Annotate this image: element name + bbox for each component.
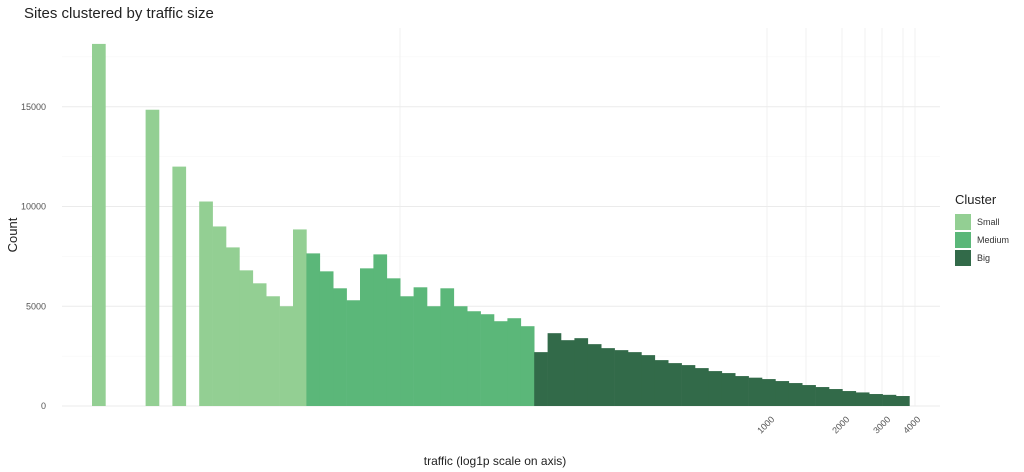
bar-medium: [373, 254, 388, 406]
y-tick-label: 15000: [21, 102, 46, 112]
chart-title: Sites clustered by traffic size: [24, 5, 214, 22]
x-tick-label: 3000: [871, 414, 892, 435]
bars: [92, 43, 910, 407]
bar-big: [587, 344, 602, 406]
bar-big: [842, 391, 857, 406]
legend-title: Cluster: [955, 192, 997, 207]
x-axis-ticks: 1000 2000 3000 4000: [755, 414, 922, 435]
bar-big: [641, 355, 656, 406]
bar-medium: [494, 321, 508, 406]
bar-medium: [440, 288, 455, 406]
bar-medium: [400, 296, 414, 406]
bar-big: [748, 377, 763, 406]
bar-small: [199, 201, 213, 406]
bar-medium: [306, 253, 321, 406]
bar-small: [252, 283, 267, 406]
bar-big: [681, 365, 696, 406]
y-axis-label: Count: [5, 217, 20, 252]
bar-big: [574, 338, 589, 406]
bar-big: [882, 394, 897, 406]
bar-small: [239, 270, 254, 406]
legend-label-big: Big: [977, 252, 991, 263]
legend-key-big: [955, 249, 971, 266]
bar-small: [293, 229, 307, 406]
bar-medium: [427, 306, 441, 406]
legend-label-small: Small: [977, 216, 1000, 227]
bar-big: [855, 392, 870, 406]
bar-big: [788, 383, 803, 406]
bar-small: [266, 296, 280, 406]
bar-big: [601, 348, 615, 406]
bar-big: [547, 333, 562, 406]
bar-big: [829, 389, 843, 406]
bar-big: [695, 368, 709, 406]
y-tick-label: 5000: [26, 301, 46, 311]
bar-small: [212, 226, 227, 406]
bar-big: [735, 376, 749, 406]
legend-item-medium: Medium: [955, 231, 1009, 248]
bar-medium: [507, 318, 522, 406]
legend-item-big: Big: [955, 249, 1009, 266]
legend-label-medium: Medium: [977, 234, 1010, 245]
bar-big: [721, 373, 736, 406]
bar-small: [226, 247, 240, 406]
bar-big: [869, 394, 883, 406]
y-tick-label: 10000: [21, 202, 46, 212]
bar-medium: [360, 268, 374, 406]
bar-big: [628, 352, 642, 406]
legend-item-small: Small: [955, 213, 1009, 230]
bar-small: [145, 109, 160, 407]
x-tick-label: 4000: [901, 414, 922, 435]
bar-small: [279, 306, 294, 406]
bar-medium: [467, 311, 481, 406]
legend-key-medium: [955, 231, 971, 248]
bar-small: [172, 166, 187, 406]
x-axis-label: traffic (log1p scale on axis): [424, 454, 567, 468]
bar-medium: [386, 278, 401, 406]
bar-big: [561, 340, 575, 406]
bar-big: [802, 385, 816, 406]
y-axis-ticks: 0 5000 10000 15000: [21, 102, 46, 411]
bar-big: [708, 371, 723, 406]
bar-medium: [453, 306, 468, 406]
bar-big: [668, 363, 682, 406]
bar-big: [896, 396, 910, 406]
bar-medium: [333, 288, 347, 406]
grid: [62, 28, 940, 407]
bar-medium: [520, 326, 535, 406]
bar-medium: [413, 287, 428, 406]
bar-medium: [480, 314, 495, 406]
x-tick-label: 1000: [755, 414, 776, 435]
legend: Cluster Small Medium Big: [955, 192, 1009, 267]
bar-medium: [346, 300, 361, 406]
y-tick-label: 0: [41, 401, 46, 411]
legend-key-small: [955, 213, 971, 230]
bar-small: [92, 43, 106, 406]
bar-big: [614, 350, 629, 406]
bar-big: [654, 360, 669, 406]
bar-big: [815, 387, 830, 406]
bar-big: [534, 352, 548, 406]
bar-medium: [319, 271, 334, 406]
bar-big: [775, 381, 790, 406]
bar-big: [762, 379, 776, 406]
x-tick-label: 2000: [830, 414, 851, 435]
